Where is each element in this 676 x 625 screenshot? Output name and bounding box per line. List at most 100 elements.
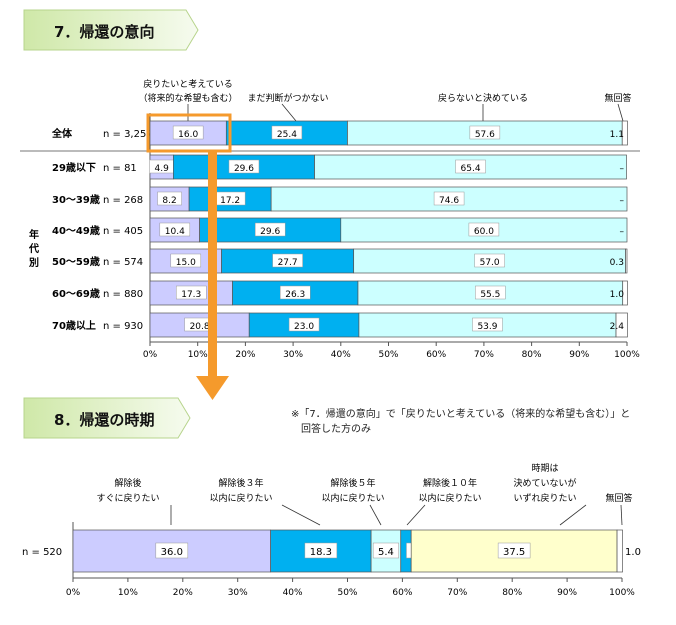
note-line-1: ※「7．帰還の意向」で「戻りたいと考えている（将来的な希望も含む）」と [291,407,630,420]
chart1-return-intention: 全体 n = 3,257 16.0 25.4 57.6 1.1 29歳以下 n = 81 4.9… [20,113,640,400]
legend2-undecided-line2: 決めていないが [513,477,576,489]
chart1-data-label: 4.9 [155,164,170,174]
chart1-data-label-box [455,159,486,174]
chart2-x-tick-label: 60% [392,588,412,598]
chart1-bar-segment [357,280,624,306]
chart2-data-label: 18.3 [310,547,332,558]
legend-want-return-line2: （将来的な希望も含む） [138,92,237,104]
chart1-row-label: 60～69歳 [52,287,100,300]
chart1-data-label-no-answer: 1.1 [610,130,624,140]
chart1-data-label: 17.2 [220,196,240,206]
chart1-data-label-box [157,191,182,206]
highlight-box [146,113,232,153]
chart1-row-n: n = 574 [103,257,143,268]
age-group-char-3: 別 [28,256,39,269]
age-group-char-1: 年 [29,228,39,241]
chart2-x-tick-label: 70% [447,588,467,598]
chart1-x-tick-label: 20% [235,350,255,360]
chart2-data-label: 1.0 [625,547,641,558]
chart1-data-label-no-answer: 2.4 [610,322,625,332]
chart1-data-label-box [172,125,204,140]
chart1-data-label-box [468,222,500,237]
chart1-row-label: 50～59歳 [52,255,100,268]
chart1-data-label: 20.8 [190,322,210,332]
chart1-data-label-box [279,285,311,300]
chart1-row-label: 70歳以上 [52,319,96,332]
chart1-x-tick-label: 90% [569,350,589,360]
chart1-data-label-no-answer: – [620,164,625,174]
chart1-data-label-box [254,222,286,237]
chart1-row-n: n = 880 [103,289,143,300]
legend-leader-2 [281,103,297,122]
chart1-data-label: 16.0 [178,130,198,140]
chart1-data-label-box [433,191,465,206]
chart1-row-label: 29歳以下 [52,161,96,174]
chart2-data-label-box [497,542,531,559]
chart1-data-label-no-answer: – [620,227,625,237]
legend-leader-4 [617,103,624,122]
legend2-3yr-line1: 解除後３年 [218,477,263,489]
chart1-x-tick-label: 30% [283,350,303,360]
section7-title: 7．帰還の意向 [54,23,154,41]
age-group-char-2: 代 [28,242,39,255]
chart1-data-label-no-answer: 0.3 [610,258,624,268]
chart1-data-label: 55.5 [480,290,500,300]
legend-decided-not-return: 戻らないと決めている [438,92,528,104]
section8-banner: 8．帰還の時期 [23,397,191,439]
chart2-data-label: 36.0 [161,547,183,558]
chart2-x-tick-label: 90% [557,588,577,598]
chart1-x-tick-label: 100% [614,350,640,360]
chart2-x-tick-label: 20% [173,588,193,598]
chart2-x-tick-label: 10% [118,588,138,598]
chart1-data-label: 60.0 [474,227,494,237]
chart1-data-label-box [474,253,505,268]
chart1-bar-segment [621,120,628,146]
chart1-row-n: n = 3,257 [103,129,153,140]
chart1-row-n: n = 268 [103,195,143,206]
legend2-3yr-line2: 以内に戻りたい [209,492,272,504]
chart1-bar-segment [622,280,628,306]
chart1-data-label-box [176,285,207,300]
chart2-legend: 解除後 すぐに戻りたい 解除後３年 以内に戻りたい 解除後５年 以内に戻りたい … [96,463,633,526]
chart1-data-label: 15.0 [176,258,196,268]
highlight-arrow-head [196,376,229,400]
legend2-5yr-line1: 解除後５年 [330,477,375,489]
chart1-data-label: 65.4 [461,164,481,174]
chart1-row-n: n = 405 [103,226,143,237]
chart2-data-label: 37.5 [503,547,525,558]
chart1-data-label-box [271,125,303,140]
age-group-label: 年 代 別 [28,228,39,269]
chart1-data-label-no-answer: 1.0 [610,290,625,300]
chart1-x-tick-label: 10% [188,350,208,360]
chart1-data-label: 10.4 [165,227,185,237]
chart1-x-tick-label: 50% [378,350,398,360]
chart2-x-tick-label: 80% [502,588,522,598]
chart2-x-tick-label: 50% [337,588,357,598]
chart1-data-label: 74.6 [439,196,459,206]
chart2-data-label-box [372,542,399,559]
chart2-data-label-box [304,542,338,559]
legend-no-answer: 無回答 [604,92,631,104]
legend2-10yr-line1: 解除後１０年 [423,477,477,489]
chart1-data-label: 17.3 [181,290,201,300]
chart1-data-label: 57.6 [475,130,495,140]
chart1-row-label: 全体 [51,127,73,140]
chart1-data-label-box [288,317,320,332]
legend2-leader-3 [369,504,382,526]
chart1-data-label-no-answer: – [620,196,625,206]
chart1-data-label-box [475,285,506,300]
chart1-data-label-box [159,222,191,237]
legend2-no-answer: 無回答 [605,492,632,504]
chart1-data-label: 29.6 [234,164,254,174]
chart2-row-n: n = 520 [22,547,62,558]
highlight-arrow-shaft [208,151,217,376]
chart1-data-label: 57.0 [480,258,500,268]
section7-banner: 7．帰還の意向 [23,9,199,51]
chart2-return-timing: n = 52036.018.35.41.937.51.00%10%20%30%4… [22,522,641,598]
chart1-data-label-box [272,253,303,268]
chart1-row-n: n = 930 [103,321,143,332]
legend-undecided: まだ判断がつかない [247,92,328,104]
legend2-undecided-line3: いずれ戻りたい [513,492,576,504]
legend2-5yr-line2: 以内に戻りたい [321,492,384,504]
